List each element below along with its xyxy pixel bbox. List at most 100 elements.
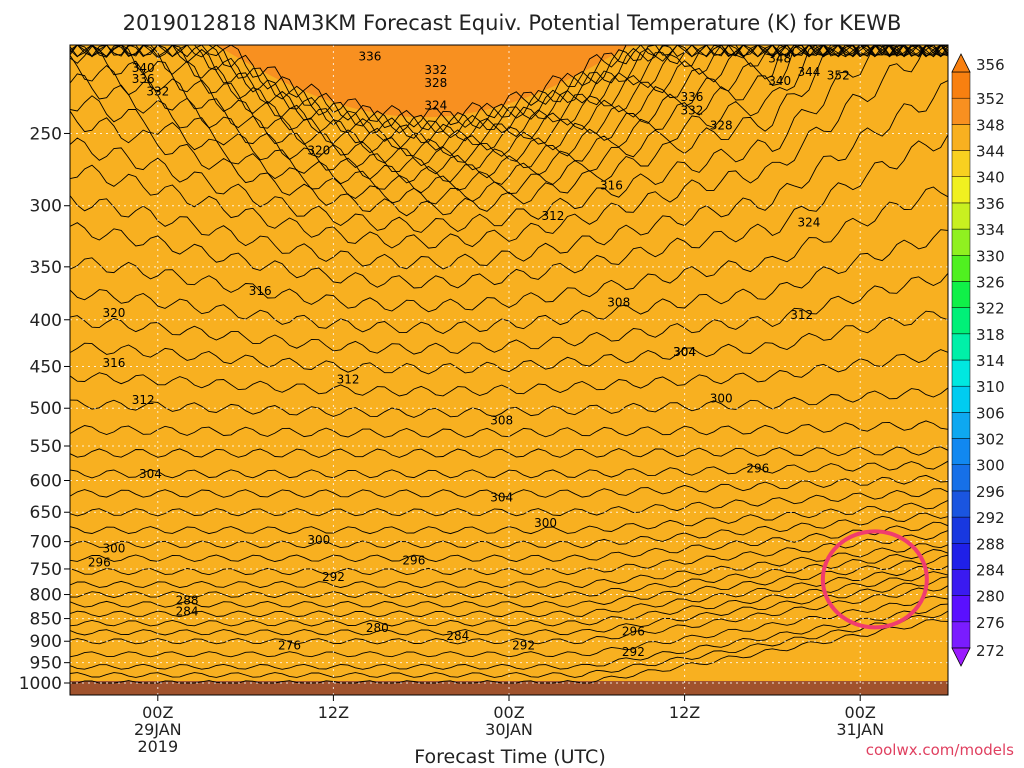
x-tick-label: 00Z xyxy=(845,703,876,722)
contour-line xyxy=(70,45,948,144)
x-tick-label: 00Z xyxy=(493,703,524,722)
colorbar-tick-label: 340 xyxy=(976,169,1005,187)
y-tick-label: 950 xyxy=(30,654,62,674)
contour-label: 352 xyxy=(827,69,850,83)
contour-label: 316 xyxy=(102,356,125,370)
contour-label: 324 xyxy=(424,99,447,113)
colorbar-tick-label: 302 xyxy=(976,431,1005,449)
colorbar-bin xyxy=(951,202,971,230)
colorbar-bin xyxy=(951,490,971,518)
contour-label: 344 xyxy=(798,65,821,79)
colorbar-tick-label: 296 xyxy=(976,483,1005,501)
contour-line xyxy=(70,595,948,658)
contour-label: 328 xyxy=(424,76,447,90)
y-tick-label: 1000 xyxy=(19,674,62,694)
colorbar-bin xyxy=(951,438,971,465)
colorbar-tick-label: 300 xyxy=(976,457,1005,475)
colorbar-bin xyxy=(951,333,971,361)
x-tick-label: 12Z xyxy=(318,703,349,722)
contour-line xyxy=(70,603,948,670)
contour-label: 332 xyxy=(146,85,169,99)
grid-lines xyxy=(70,45,948,695)
contour-label: 316 xyxy=(249,284,272,298)
colorbar-tick-label: 356 xyxy=(976,56,1005,74)
contour-line xyxy=(70,610,948,678)
contour-line xyxy=(70,45,948,128)
x-tick-label: 12Z xyxy=(669,703,700,722)
colorbar-tick-label: 352 xyxy=(976,90,1005,108)
y-tick-label: 750 xyxy=(30,560,62,580)
colorbar-tick-label: 284 xyxy=(976,561,1005,579)
y-tick-label: 850 xyxy=(30,610,62,630)
contour-label: 280 xyxy=(366,621,389,635)
colorbar-bin xyxy=(951,516,971,544)
colorbar-bin xyxy=(951,412,971,439)
contour-label: 308 xyxy=(607,296,630,310)
contour-line xyxy=(70,45,948,131)
contour-label: 312 xyxy=(541,209,564,223)
y-tick-label: 300 xyxy=(30,197,62,217)
contour-label: 316 xyxy=(600,178,623,192)
contour-line xyxy=(70,565,948,618)
contour-label: 320 xyxy=(102,306,125,320)
y-tick-label: 450 xyxy=(30,357,62,377)
colorbar-tick-label: 334 xyxy=(976,221,1005,239)
colorbar-bin xyxy=(951,543,971,570)
y-tick-label: 800 xyxy=(30,586,62,606)
contour-label: 340 xyxy=(132,61,155,75)
colorbar-bin xyxy=(951,569,971,596)
contour-line xyxy=(70,45,948,167)
contour-label: 308 xyxy=(490,414,513,428)
contour-label: 276 xyxy=(278,639,301,653)
x-tick-label: 30JAN xyxy=(485,720,533,739)
contour-label: 300 xyxy=(710,392,733,406)
contour-label: 292 xyxy=(322,570,345,584)
contour-line xyxy=(70,310,948,375)
colorbar-bin xyxy=(951,255,971,282)
contour-label: 328 xyxy=(710,118,733,132)
contour-label: 304 xyxy=(490,490,513,504)
colorbar-tick-label: 306 xyxy=(976,404,1005,422)
contour-label: 296 xyxy=(402,553,425,567)
colorbar-tick-label: 310 xyxy=(976,378,1005,396)
colorbar-min-arrow xyxy=(951,647,971,667)
colorbar-tick-label: 326 xyxy=(976,273,1005,291)
contour-line xyxy=(70,186,948,313)
contour-line xyxy=(70,273,948,355)
contour-label: 304 xyxy=(673,345,696,359)
contour-label: 324 xyxy=(798,216,821,230)
contour-label: 304 xyxy=(139,467,162,481)
contour-label: 284 xyxy=(446,629,469,643)
contour-label: 304 xyxy=(673,345,696,359)
y-tick-label: 500 xyxy=(30,399,62,419)
colorbar-bin xyxy=(951,281,971,308)
colorbar-bin xyxy=(951,71,971,99)
y-tick-label: 700 xyxy=(30,533,62,553)
contour-line xyxy=(70,554,948,608)
highlight-circle xyxy=(820,529,929,630)
contour-label: 300 xyxy=(307,533,330,547)
contour-line xyxy=(70,80,948,270)
contour-label: 320 xyxy=(307,144,330,158)
contour-line xyxy=(70,571,948,627)
x-tick-label: 00Z xyxy=(142,703,173,722)
contour-label: 312 xyxy=(132,393,155,407)
credit-text: coolwx.com/models xyxy=(866,741,1014,759)
contour-line xyxy=(70,45,948,157)
chart-title: 2019012818 NAM3KM Forecast Equiv. Potent… xyxy=(123,11,902,35)
colorbar-bin xyxy=(951,307,971,335)
colorbar-tick-label: 348 xyxy=(976,116,1005,134)
colorbar-bin xyxy=(951,150,971,177)
colorbar-tick-label: 314 xyxy=(976,352,1005,370)
y-tick-label: 400 xyxy=(30,311,62,331)
annotation-layer xyxy=(820,529,929,630)
colorbar-bin xyxy=(951,595,971,623)
contour-line xyxy=(70,576,948,636)
colorbar-tick-label: 336 xyxy=(976,195,1005,213)
y-tick-label: 550 xyxy=(30,437,62,457)
contour-labels: 3403363323363323283243203163123083043002… xyxy=(88,50,850,659)
y-tick-label: 650 xyxy=(30,503,62,523)
contour-line xyxy=(70,512,948,549)
colorbar-bin xyxy=(951,176,971,204)
